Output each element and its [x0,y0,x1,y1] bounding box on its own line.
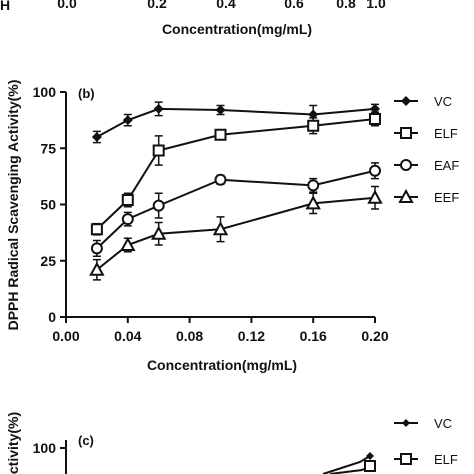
top-xtick-label: 0.4 [216,0,236,11]
data-point-eef [120,236,136,251]
data-point-eef [305,195,321,210]
top-ylabel-fragment: H [0,0,10,13]
x-tick-label: 0.16 [300,328,327,344]
bottom-legend-label: VC [434,416,452,431]
axes: 0 25 50 75 100 0.00 0.04 0.08 0.12 0.16 0.20 [33,84,389,344]
bottom-legend-label: ELF [434,452,458,467]
data-point-eef [151,225,167,240]
top-panel: H 0.0 0.2 0.4 0.6 0.8 1.0 Concentration(… [0,0,386,37]
data-point-elf [152,144,165,157]
data-point-vc [122,115,133,126]
legend: VC ELF EAF EEF [394,94,459,205]
top-xtick-label: 0.8 [336,0,356,11]
y-tick-label: 100 [33,84,57,100]
series-layer [89,101,383,281]
legend-label-elf: ELF [434,126,458,141]
bottom-ylabel-fragment: ctivity(%) [5,412,21,474]
top-xtick-label: 0.6 [284,0,304,11]
y-tick-label: 75 [40,140,56,156]
x-axis-title: Concentration(mg/mL) [147,357,297,373]
bottom-diamond-marker [366,452,374,460]
legend-label-vc: VC [434,94,452,109]
top-xtick-label: 1.0 [366,0,386,11]
y-axis-title: DPPH Radical Scavenging Activity(%) [5,80,21,331]
data-point-eaf [214,173,227,186]
data-point-vc [308,109,319,120]
data-point-eaf [152,199,165,212]
x-tick-label: 0.08 [176,328,203,344]
legend-marker-vc [401,96,411,106]
data-point-vc [215,105,226,115]
data-point-eef [212,221,229,236]
y-tick-label: 50 [40,197,56,213]
bottom-panel-label: (c) [78,433,94,448]
legend-label-eef: EEF [434,190,459,205]
bottom-ytick-label: 100 [33,440,57,456]
top-xtick-label: 0.0 [57,0,77,11]
x-tick-label: 0.04 [114,328,141,344]
y-tick-label: 25 [40,253,56,269]
bottom-series-line [322,455,371,474]
legend-marker-elf [400,127,412,139]
data-point-eaf [307,179,320,192]
data-point-eef [89,261,105,276]
series-line-elf [96,118,376,230]
top-xtick-label: 0.2 [147,0,167,11]
legend-marker-eaf [400,159,412,171]
bottom-legend-diamond [402,419,410,427]
panel-label: (b) [78,86,95,101]
y-tick-label: 0 [48,309,56,325]
legend-label-eaf: EAF [434,158,459,173]
data-point-vc [91,132,102,142]
series-line-eef [96,196,376,271]
data-point-elf [90,223,103,236]
data-point-eef [367,189,383,204]
bottom-legend-square [400,453,412,465]
series-line-eaf [96,169,376,250]
top-xaxis-title: Concentration(mg/mL) [162,21,312,37]
series-eaf [90,162,381,257]
x-tick-label: 0.12 [238,328,265,344]
series-line-vc [96,107,376,138]
series-elf [90,111,381,236]
bottom-legend: VC ELF [394,416,458,467]
data-point-elf [121,194,134,206]
series-eef [89,185,383,281]
data-point-eaf [90,242,103,255]
data-point-vc [370,103,380,114]
data-point-elf [369,113,381,125]
bottom-square-marker [364,460,376,472]
chart-b: 0 25 50 75 100 0.00 0.04 0.08 0.12 0.16 0.20 VC ELF… [5,80,459,373]
legend-marker-eef [398,188,414,203]
x-tick-label: 0.20 [361,328,388,344]
data-point-elf [214,128,227,141]
bottom-panel: ctivity(%) 100 (c) VC ELF [5,412,458,474]
x-tick-label: 0.00 [52,328,79,344]
data-point-eaf [121,213,134,226]
data-point-eaf [369,164,381,177]
data-point-elf [307,119,320,132]
data-point-vc [153,103,164,114]
